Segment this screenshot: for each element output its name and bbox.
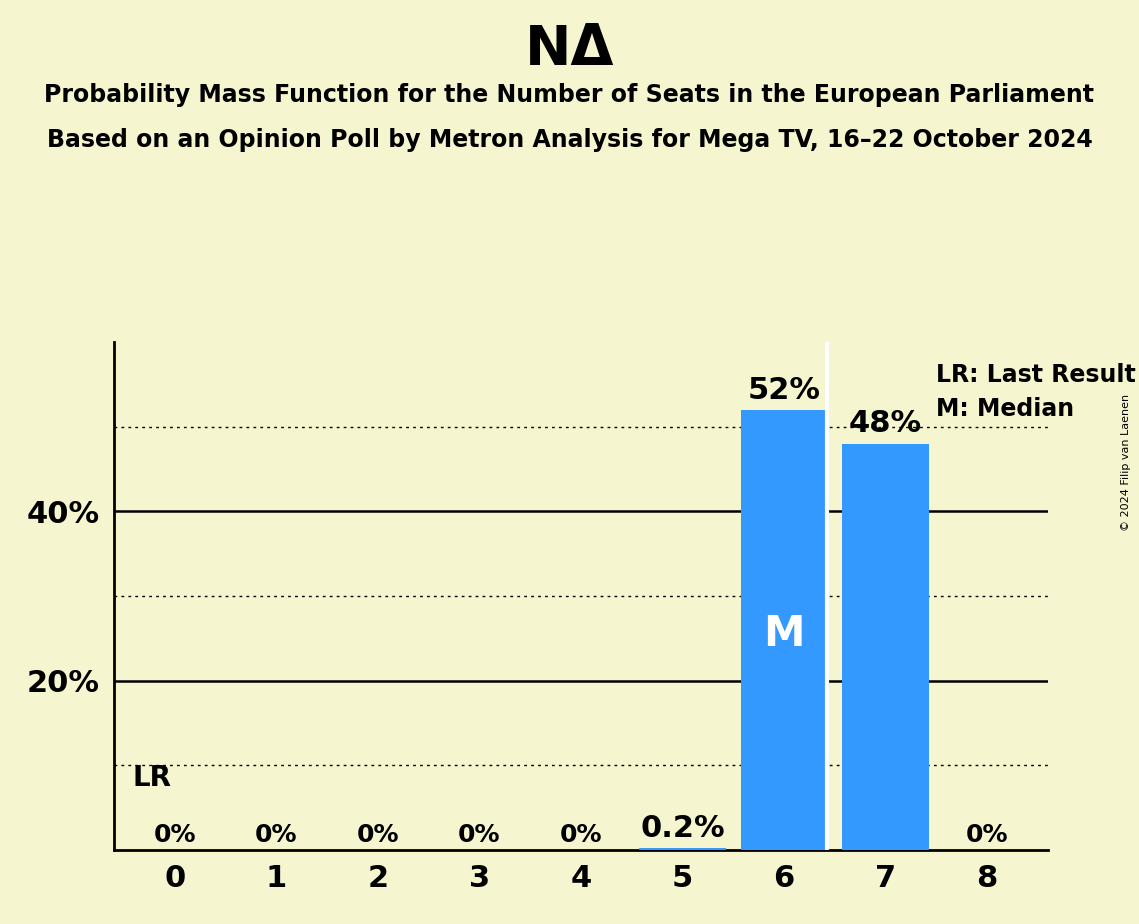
- Text: 0%: 0%: [559, 822, 603, 846]
- Text: 0%: 0%: [458, 822, 501, 846]
- Text: Probability Mass Function for the Number of Seats in the European Parliament: Probability Mass Function for the Number…: [44, 83, 1095, 107]
- Text: NΔ: NΔ: [525, 23, 614, 77]
- Bar: [639, 848, 726, 850]
- Bar: [740, 409, 827, 850]
- Text: 48%: 48%: [849, 409, 921, 439]
- Text: 0.2%: 0.2%: [640, 814, 724, 844]
- Text: 0%: 0%: [154, 822, 196, 846]
- Text: M: Median: M: Median: [936, 397, 1074, 421]
- Text: M: M: [763, 614, 804, 655]
- Text: 0%: 0%: [357, 822, 399, 846]
- Text: 0%: 0%: [255, 822, 297, 846]
- Text: © 2024 Filip van Laenen: © 2024 Filip van Laenen: [1121, 394, 1131, 530]
- Text: LR: Last Result: LR: Last Result: [936, 363, 1136, 387]
- Text: 0%: 0%: [966, 822, 1008, 846]
- Text: Based on an Opinion Poll by Metron Analysis for Mega TV, 16–22 October 2024: Based on an Opinion Poll by Metron Analy…: [47, 128, 1092, 152]
- Text: LR: LR: [132, 764, 171, 793]
- Bar: [843, 444, 928, 850]
- Text: 52%: 52%: [747, 375, 820, 405]
